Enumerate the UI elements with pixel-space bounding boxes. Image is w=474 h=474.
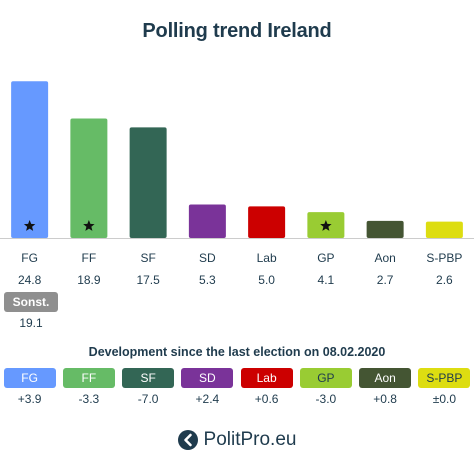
politpro-logo-icon [177, 430, 198, 450]
delta-lab: +0.6 [254, 392, 279, 406]
chip-sd: SD [181, 368, 234, 388]
value-label-gp: 4.1 [318, 273, 335, 287]
value-label-ff: 18.9 [77, 273, 101, 287]
tick-label-sf: SF [140, 251, 155, 265]
delta-s-pbp: ±0.0 [432, 392, 457, 406]
government-star-icon [320, 220, 332, 231]
delta-sf: -7.0 [137, 392, 159, 406]
chip-aon: Aon [359, 368, 412, 388]
bar-s-pbp [425, 221, 463, 238]
bar-fg [11, 81, 49, 238]
delta-gp: -3.0 [315, 392, 337, 406]
tick-label-ff: FF [82, 251, 97, 265]
tick-label-aon: Aon [374, 251, 395, 265]
value-label-s-pbp: 2.6 [436, 273, 453, 287]
other-parties-value: 19.1 [19, 316, 43, 330]
chip-fg: FG [3, 368, 56, 388]
delta-aon: +0.8 [373, 392, 397, 406]
development-deltas: +3.9 -3.3 -7.0 +2.4 +0.6 -3.0 +0.8 ±0.0 [0, 392, 474, 408]
bar-chart: FG 24.8 FF 18.9 SF 17.5 SD 5.3 Lab 5.0 GP 4.1 Aon 2.7… [0, 81, 474, 287]
chart-title: Polling trend Ireland [142, 20, 332, 42]
bar-aon [366, 220, 404, 238]
value-label-sd: 5.3 [199, 273, 216, 287]
chip-s-pbp: S-PBP [418, 368, 471, 388]
tick-label-s-pbp: S-PBP [426, 251, 462, 265]
tick-label-lab: Lab [257, 251, 277, 265]
value-label-aon: 2.7 [377, 273, 394, 287]
development-party-chips: FG FF SF SD Lab GP Aon S-PBP [0, 368, 474, 388]
value-label-fg: 24.8 [18, 273, 42, 287]
chip-lab: Lab [240, 368, 293, 388]
chip-gp: GP [299, 368, 352, 388]
tick-label-gp: GP [317, 251, 334, 265]
government-star-icon [23, 220, 36, 231]
bar-sf [129, 127, 167, 238]
tick-label-sd: SD [199, 251, 216, 265]
delta-fg: +3.9 [17, 392, 42, 406]
bar-sd [188, 204, 226, 238]
brand-footer: PolitPro.eu [0, 426, 474, 454]
tick-label-fg: FG [21, 251, 38, 265]
delta-sd: +2.4 [195, 392, 220, 406]
other-parties-badge: Sonst. [4, 292, 58, 312]
bar-ff [70, 118, 108, 238]
value-label-sf: 17.5 [136, 273, 160, 287]
bar-lab [248, 206, 286, 238]
brand-name: PolitPro.eu [203, 429, 297, 450]
government-star-icon [83, 220, 95, 231]
chip-sf: SF [122, 368, 175, 388]
chip-ff: FF [62, 368, 115, 388]
value-label-lab: 5.0 [258, 273, 275, 287]
development-title: Development since the last election on 0… [88, 345, 386, 359]
delta-ff: -3.3 [78, 392, 100, 406]
